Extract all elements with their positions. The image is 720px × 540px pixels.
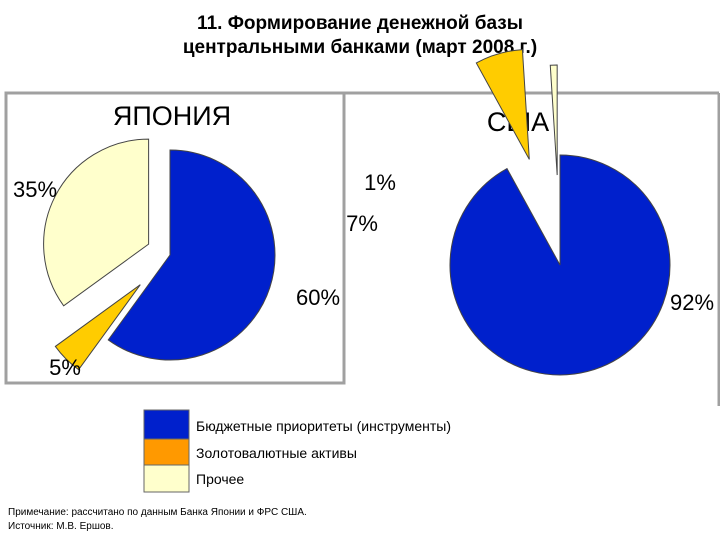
usa-pie [449, 49, 671, 376]
usa-slice-1 [475, 49, 530, 160]
title-line-1: 11. Формирование денежной базы [197, 13, 523, 34]
japan-label-other: 35% [13, 177, 57, 202]
japan-slice-1 [54, 284, 141, 371]
japan-pie [43, 138, 276, 371]
usa-label-reserves: 7% [346, 211, 378, 236]
legend-label-budget: Бюджетные приоритеты (инструменты) [196, 418, 452, 434]
footnotes: Примечание: рассчитано по данным Банка Я… [8, 506, 307, 534]
japan-panel-frame [4, 91, 346, 385]
usa-slice-2 [549, 64, 558, 176]
usa-label-other: 1% [364, 170, 396, 195]
title-line-2: центральными банками (март 2008 г.) [182, 37, 538, 58]
japan-label-budget: 60% [296, 285, 340, 310]
japan-slice-2 [43, 138, 150, 307]
legend-label-reserves: Золотовалютные активы [196, 445, 357, 461]
legend-swatch-other [143, 464, 190, 493]
legend-swatch-reserves [143, 438, 190, 466]
legend-label-other: Прочее [196, 471, 245, 487]
legend-swatch-budget [143, 409, 190, 440]
usa-slice-0 [449, 154, 671, 376]
note-line: Примечание: рассчитано по данным Банка Я… [8, 507, 307, 518]
source-line: Источник: М.В. Ершов. [8, 521, 114, 532]
usa-label-budget: 92% [670, 290, 714, 315]
japan-label-reserves: 5% [49, 355, 81, 380]
japan-slice-0 [107, 149, 276, 361]
japan-chart-title: ЯПОНИЯ [113, 101, 231, 131]
chart-title: 11. Формирование денежной базы центральн… [0, 12, 720, 60]
